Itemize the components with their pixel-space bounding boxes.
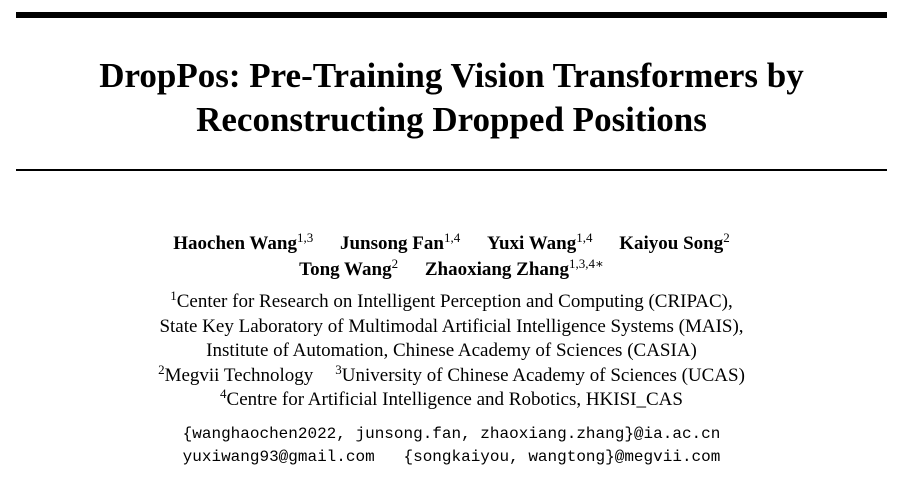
author-name: Tong Wang [299,259,392,280]
email-line-1: {wanghaochen2022, junsong.fan, zhaoxiang… [182,425,721,443]
email-line-2: yuxiwang93@gmail.com {songkaiyou, wangto… [182,448,721,466]
email-list: {wanghaochen2022, junsong.fan, zhaoxiang… [0,423,903,469]
affiliation-mark: 1 [170,288,177,303]
author-kaiyou-song: Kaiyou Song2 [619,231,730,257]
author-line-2: Tong Wang2 Zhaoxiang Zhang1,3,4∗ [0,257,903,283]
author-affiliation-mark: 2 [391,256,399,271]
affiliation-text: Center for Research on Intelligent Perce… [176,291,733,312]
author-affiliation-mark: 1,4 [576,230,593,245]
author-affiliation-mark: 2 [723,230,730,245]
author-name: Yuxi Wang [486,233,577,254]
affiliation-text: University of Chinese Academy of Science… [341,364,745,386]
author-yuxi-wang: Yuxi Wang1,4 [487,231,593,257]
author-tong-wang: Tong Wang2 [299,257,398,283]
author-affiliation-mark: 1,3,4∗ [568,256,604,271]
affiliation-1-line-3: Institute of Automation, Chinese Academy… [206,340,697,362]
author-line-1: Haochen Wang1,3 Junsong Fan1,4 Yuxi Wang… [0,231,903,257]
author-name: Kaiyou Song [619,233,724,254]
top-rule [16,12,887,18]
affiliation-mark: 3 [335,361,342,377]
author-haochen-wang: Haochen Wang1,3 [173,231,313,257]
title-bottom-rule [16,169,887,171]
affiliation-1-line-2: State Key Laboratory of Multimodal Artif… [159,315,744,337]
author-affiliation-mark: 1,4 [443,230,461,245]
title-line-2: Reconstructing Dropped Positions [196,100,707,139]
title-line-1: DropPos: Pre-Training Vision Transformer… [99,56,804,95]
affiliation-4-line: 4Centre for Artificial Intelligence and … [0,386,903,413]
affiliation-list: 1Center for Research on Intelligent Perc… [0,288,903,413]
author-affiliation-mark: 1,3 [296,230,314,245]
author-name: Junsong Fan [339,233,444,254]
affiliation-mark: 2 [158,361,165,377]
affiliation-text: Megvii Technology [164,364,314,386]
affiliation-text: Centre for Artificial Intelligence and R… [226,389,683,411]
author-list: Haochen Wang1,3 Junsong Fan1,4 Yuxi Wang… [0,231,903,283]
affiliation-2-3-line: 2Megvii Technology 3University of Chinese… [0,361,903,389]
author-name: Haochen Wang [173,233,297,254]
author-name: Zhaoxiang Zhang [424,259,569,280]
paper-title: DropPos: Pre-Training Vision Transformer… [0,54,903,142]
author-junsong-fan: Junsong Fan1,4 [340,231,460,257]
author-zhaoxiang-zhang: Zhaoxiang Zhang1,3,4∗ [425,257,604,283]
affiliation-mark: 4 [220,386,227,402]
affiliation-1-line-1: 1Center for Research on Intelligent Perc… [0,288,903,315]
